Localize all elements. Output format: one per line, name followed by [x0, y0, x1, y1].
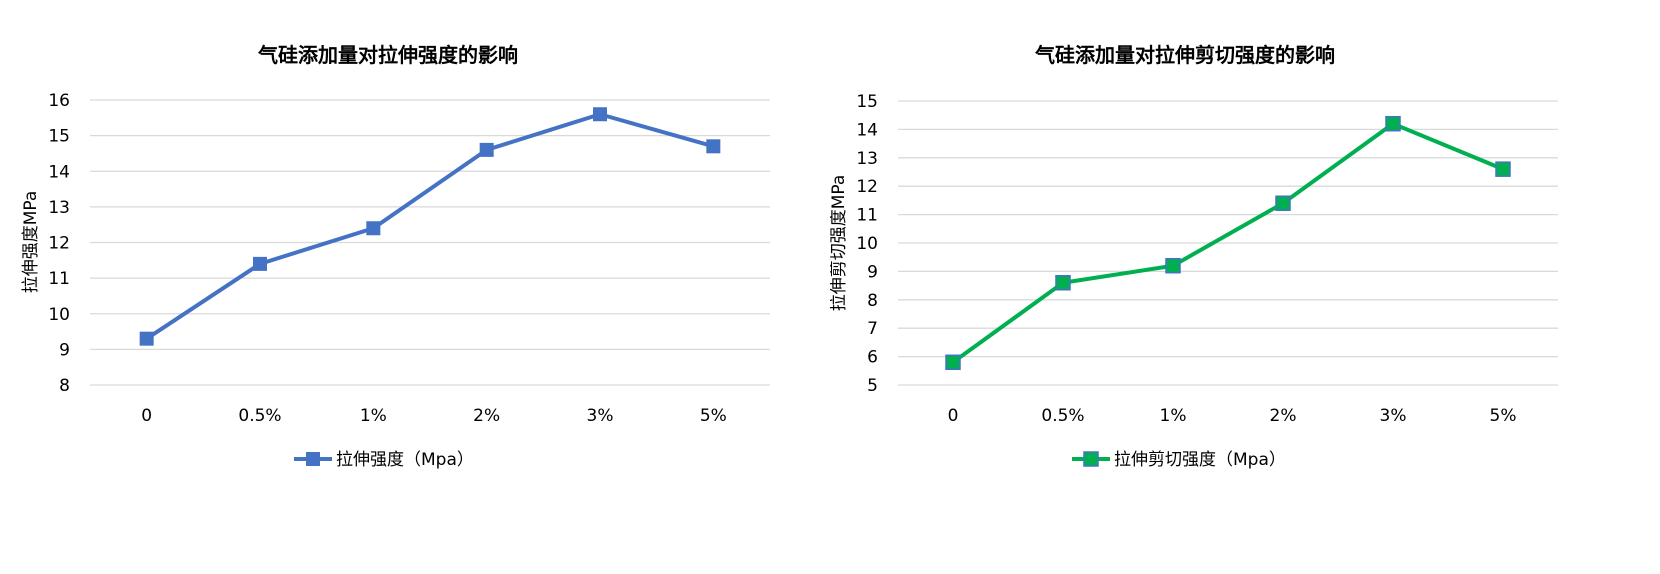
y-tick-label: 11: [856, 206, 878, 226]
x-tick-label: 2%: [1270, 406, 1297, 426]
series-layer: [139, 107, 721, 346]
y-tick-label: 6: [867, 348, 878, 368]
y-tick-labels: 5 6 7 8 9 10 11 12 13 14 15: [856, 92, 878, 396]
gridlines: [898, 100, 1558, 386]
data-point-marker[interactable]: [1055, 275, 1071, 291]
y-axis-label: 拉伸剪切强度MPa: [830, 175, 849, 312]
x-tick-label: 3%: [1380, 406, 1407, 426]
chart-canvas-right: 气硅添加量对拉伸剪切强度的影响 拉伸剪切强度MPa 5 6 7 8 9 10 11 12 13 1…: [830, 43, 1558, 470]
legend-marker: [306, 452, 320, 466]
series-line: [145, 112, 714, 341]
y-tick-label: 11: [48, 269, 70, 289]
y-tick-label: 14: [48, 162, 70, 182]
series-line: [951, 121, 1504, 364]
y-tick-label: 12: [48, 234, 70, 254]
x-tick-labels: 0 0.5% 1% 2% 3% 5%: [948, 406, 1517, 426]
x-tick-label: 1%: [1160, 406, 1187, 426]
chart-title: 气硅添加量对拉伸强度的影响: [257, 43, 518, 67]
data-point-marker[interactable]: [706, 139, 721, 154]
y-tick-label: 12: [856, 177, 878, 197]
y-tick-label: 9: [867, 262, 878, 282]
y-tick-label: 10: [48, 305, 70, 325]
x-tick-label: 0: [948, 406, 959, 426]
y-axis-label: 拉伸强度MPa: [21, 191, 41, 294]
y-tick-label: 7: [867, 319, 878, 339]
legend-label: 拉伸剪切强度（Mpa）: [1114, 450, 1286, 470]
legend[interactable]: 拉伸强度（Mpa）: [294, 450, 474, 470]
legend-label: 拉伸强度（Mpa）: [336, 450, 474, 470]
chart-title: 气硅添加量对拉伸剪切强度的影响: [1034, 43, 1335, 67]
x-tick-label: 2%: [473, 406, 500, 426]
data-point-marker[interactable]: [945, 354, 961, 371]
x-tick-label: 0: [141, 406, 152, 426]
y-tick-label: 14: [856, 120, 878, 140]
legend[interactable]: 拉伸剪切强度（Mpa）: [1072, 450, 1286, 470]
x-tick-label: 0.5%: [1041, 406, 1084, 426]
legend-marker: [1083, 451, 1099, 467]
y-tick-label: 15: [856, 92, 878, 112]
y-tick-label: 16: [48, 91, 70, 111]
data-point-marker[interactable]: [1495, 161, 1511, 177]
data-point-marker[interactable]: [253, 256, 267, 271]
x-tick-labels: 0 0.5% 1% 2% 3% 5%: [141, 406, 727, 426]
shear-strength-chart: 气硅添加量对拉伸剪切强度的影响 拉伸剪切强度MPa 5 6 7 8 9 10 11 12 13 1…: [830, 0, 1660, 574]
data-point-marker[interactable]: [1275, 195, 1291, 211]
y-tick-labels: 8 9 10 11 12 13 14 15 16: [48, 91, 70, 396]
y-tick-label: 13: [856, 149, 878, 169]
y-tick-label: 8: [867, 291, 878, 311]
x-tick-label: 1%: [360, 406, 387, 426]
data-point-marker[interactable]: [139, 331, 154, 346]
y-tick-label: 10: [856, 234, 878, 254]
tensile-strength-chart: 气硅添加量对拉伸强度的影响 拉伸强度MPa 8 9 10 11 12 13 14 15 16 0…: [0, 0, 820, 574]
series-layer: [945, 115, 1511, 371]
y-tick-label: 15: [48, 127, 70, 147]
x-tick-label: 3%: [587, 406, 614, 426]
y-tick-label: 13: [48, 198, 70, 218]
x-tick-label: 5%: [700, 406, 727, 426]
gridlines: [90, 99, 770, 386]
chart-canvas-left: 气硅添加量对拉伸强度的影响 拉伸强度MPa 8 9 10 11 12 13 14 15 16 0…: [21, 43, 770, 470]
x-tick-label: 0.5%: [238, 406, 281, 426]
y-tick-label: 8: [59, 376, 70, 396]
y-tick-label: 5: [867, 376, 878, 396]
data-point-marker[interactable]: [1165, 257, 1181, 274]
x-tick-label: 5%: [1490, 406, 1517, 426]
data-point-marker[interactable]: [1385, 115, 1401, 132]
data-point-marker[interactable]: [479, 142, 494, 157]
data-point-marker[interactable]: [593, 107, 607, 122]
data-point-marker[interactable]: [366, 221, 381, 236]
y-tick-label: 9: [59, 340, 70, 360]
